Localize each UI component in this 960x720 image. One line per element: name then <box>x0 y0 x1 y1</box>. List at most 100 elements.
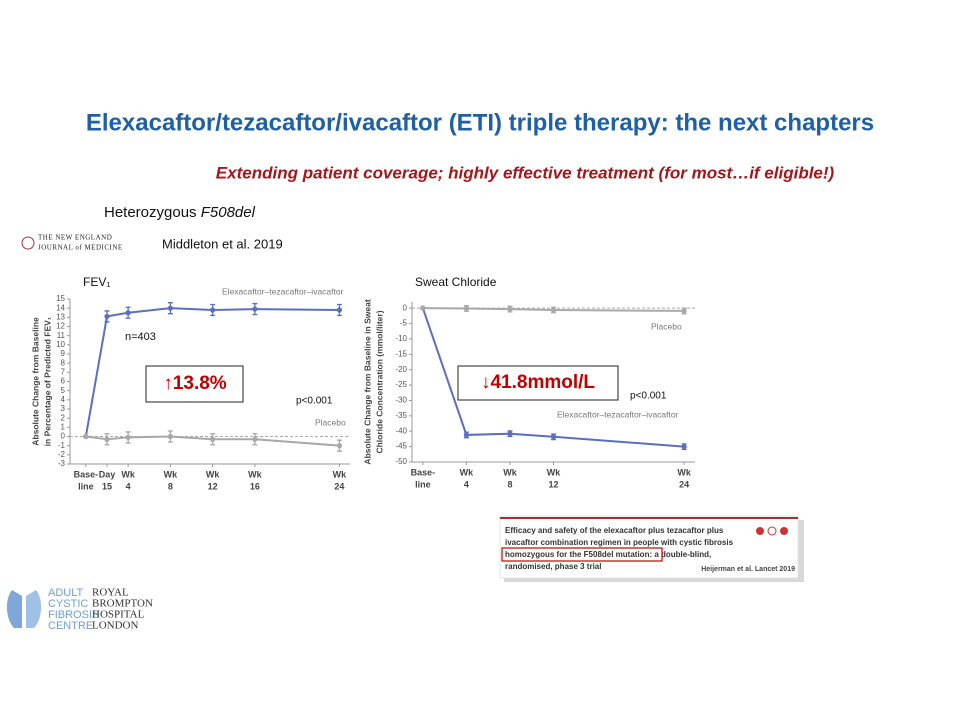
y-tick-label: 14 <box>56 303 65 312</box>
journal-name: JOURNAL of MEDICINE <box>38 244 123 252</box>
y-tick-label: 0 <box>403 303 408 312</box>
logo-text: CENTRE <box>48 620 93 632</box>
data-point <box>167 305 173 311</box>
slide-subtitle: Extending patient coverage; highly effec… <box>216 163 835 182</box>
x-tick-label: Wk <box>248 469 262 479</box>
logo-text: ADULT <box>48 587 84 599</box>
logo-text: FIBROSIS <box>48 609 99 621</box>
x-tick-label: 4 <box>126 481 131 491</box>
population: Heterozygous F508del <box>104 204 256 221</box>
y-tick-label: 11 <box>57 331 66 340</box>
data-point <box>210 307 216 313</box>
y-tick-label: -15 <box>395 349 407 358</box>
data-point <box>104 313 110 320</box>
logo-text: LONDON <box>92 620 138 632</box>
y-tick-label: -40 <box>395 426 407 435</box>
data-point <box>550 307 557 313</box>
y-tick-label: 12 <box>56 322 65 331</box>
y-tick-label: 10 <box>56 340 65 349</box>
data-point <box>463 305 470 312</box>
y-tick-label: -35 <box>395 411 407 420</box>
x-tick-label: 15 <box>102 481 112 491</box>
annotation: p<0.001 <box>296 396 333 407</box>
x-tick-label: 8 <box>168 481 173 491</box>
y-tick-label: -50 <box>395 457 407 466</box>
x-tick-label: Base- <box>411 467 436 477</box>
data-point <box>210 436 216 442</box>
inset-citation: Heijerman et al. Lancet 2019 <box>701 566 795 573</box>
data-point <box>507 306 513 312</box>
journal-seal <box>21 236 35 250</box>
inset-text: Efficacy and safety of the elexacaftor p… <box>505 526 724 535</box>
y-tick-label: 4 <box>61 395 66 404</box>
logo-text: ROYAL <box>92 587 129 599</box>
annotation: ↓41.8mmol/L <box>481 372 595 393</box>
y-tick-label: 2 <box>61 413 66 422</box>
series-label: Elexacaftor–tezacaftor–ivacaftor <box>222 286 344 296</box>
data-point <box>681 308 687 314</box>
y-tick-label: 7 <box>61 367 66 376</box>
inset: Efficacy and safety of the elexacaftor p… <box>499 515 804 582</box>
citation: Middleton et al. 2019 <box>162 236 283 251</box>
x-tick-label: Wk <box>460 467 474 477</box>
y-tick-label: 3 <box>61 404 66 413</box>
series-label: Placebo <box>651 321 682 331</box>
x-tick-label: Wk <box>333 469 347 479</box>
x-tick-label: Base- <box>74 469 99 479</box>
y-tick-label: 1 <box>61 422 66 431</box>
logo-lung <box>6 590 22 628</box>
inset-icon <box>767 526 777 536</box>
data-point <box>83 433 89 440</box>
annotation: p<0.001 <box>630 391 667 402</box>
x-tick-label: 12 <box>548 479 558 489</box>
data-point <box>167 433 173 440</box>
data-point <box>420 305 426 311</box>
chart-title: FEV₁ <box>83 275 110 289</box>
population-genotype: F508del <box>201 204 256 221</box>
annotation: n=403 <box>125 331 156 343</box>
series-label: Elexacaftor–tezacaftor–ivacaftor <box>557 409 679 419</box>
chart: Sweat Chloride Absolute Change from Basel… <box>362 275 695 489</box>
slide-title: Elexacaftor/tezacaftor/ivacaftor (ETI) t… <box>86 109 874 136</box>
logo-text: BROMPTON <box>92 598 153 610</box>
data-point <box>104 436 110 442</box>
x-tick-label: line <box>415 479 431 489</box>
logo-text: CYSTIC <box>48 598 88 610</box>
y-axis-label: Chloride Concentration (mmol/liter) <box>374 310 384 453</box>
logo-text: HOSPITAL <box>92 609 145 621</box>
x-tick-label: 24 <box>334 481 344 491</box>
y-tick-label: 5 <box>61 386 66 395</box>
inset-icon <box>780 527 788 535</box>
inset-text: ivacaftor combination regimen in people … <box>505 538 734 547</box>
y-tick-label: -25 <box>395 380 407 389</box>
data-point <box>681 444 687 450</box>
data-point <box>507 431 513 437</box>
x-tick-label: Wk <box>547 467 561 477</box>
y-tick-label: -10 <box>395 334 407 343</box>
y-tick-label: -1 <box>58 441 66 450</box>
data-point <box>550 434 557 440</box>
data-point <box>336 443 343 449</box>
logo-lung <box>26 590 42 628</box>
x-tick-label: line <box>78 481 94 491</box>
x-tick-label: 16 <box>250 481 260 491</box>
x-tick-label: 4 <box>464 479 469 489</box>
journal-name: THE NEW ENGLAND <box>38 234 112 242</box>
y-axis-label: Absolute Change from Baseline in Sweat <box>362 299 372 464</box>
x-tick-label: Day <box>99 469 116 479</box>
x-tick-label: Wk <box>503 467 517 477</box>
chart-title: Sweat Chloride <box>415 275 497 289</box>
y-axis-label: Absolute Change from Baseline <box>30 317 40 446</box>
y-tick-label: 6 <box>61 377 66 386</box>
inset-highlight <box>501 547 663 562</box>
y-axis-label: in Percentage of Predicted FEV₁ <box>42 316 52 446</box>
data-point <box>336 307 343 313</box>
x-tick-label: 24 <box>679 479 689 489</box>
y-tick-label: 8 <box>61 358 66 367</box>
y-tick-label: -20 <box>395 365 407 374</box>
inset-box <box>499 515 799 579</box>
series-label: Placebo <box>315 417 346 427</box>
inset-text: randomised, phase 3 trial <box>505 562 601 571</box>
logo: ADULT CYSTIC FIBROSIS CENTRE ROYAL BROMP… <box>6 587 153 632</box>
